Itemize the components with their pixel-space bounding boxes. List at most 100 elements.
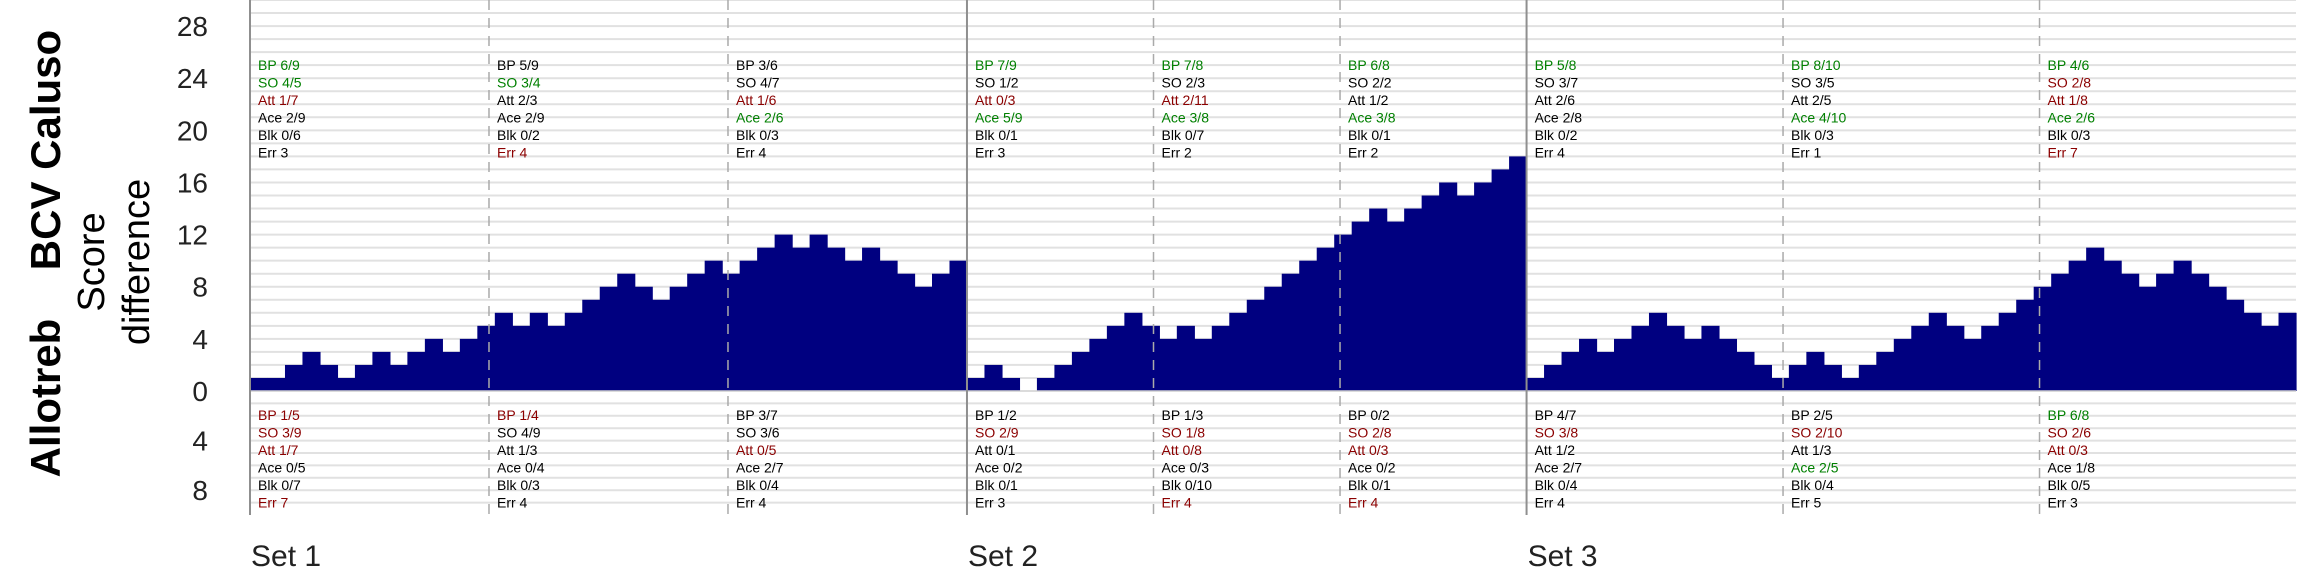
stat-line: SO 4/5 bbox=[258, 75, 302, 91]
score-bar bbox=[1246, 299, 1265, 391]
score-bar bbox=[687, 273, 706, 391]
set-labels: Set 1 Set 2 Set 3 bbox=[251, 540, 1598, 573]
stat-line: SO 4/9 bbox=[497, 425, 541, 441]
stat-line: BP 3/7 bbox=[736, 407, 778, 423]
stat-line: Ace 0/3 bbox=[1162, 460, 1210, 476]
score-bar bbox=[547, 325, 566, 391]
score-bar bbox=[337, 377, 356, 391]
score-bar bbox=[1928, 312, 1947, 391]
grid-lines bbox=[250, 0, 2296, 504]
score-bar bbox=[739, 260, 758, 391]
score-bar bbox=[1281, 273, 1300, 391]
score-bar bbox=[284, 364, 304, 391]
stat-line: Err 2 bbox=[1348, 145, 1379, 161]
stat-line: BP 1/3 bbox=[1162, 407, 1204, 423]
score-bar bbox=[1614, 338, 1633, 391]
score-bar bbox=[1701, 325, 1720, 391]
team-bottom-label: Allotreb bbox=[22, 319, 69, 478]
stat-line: Ace 2/7 bbox=[1535, 460, 1583, 476]
stat-line: BP 1/4 bbox=[497, 407, 539, 423]
stat-line: Ace 2/6 bbox=[736, 110, 784, 126]
score-bar bbox=[1386, 221, 1405, 391]
dividers bbox=[249, 0, 2296, 515]
stat-line: Err 7 bbox=[2048, 145, 2079, 161]
y-tick-label: 8 bbox=[192, 475, 208, 506]
score-bar bbox=[1001, 377, 1021, 391]
score-bar bbox=[2138, 286, 2157, 391]
stat-line: Blk 0/2 bbox=[1535, 127, 1578, 143]
stat-line: SO 1/8 bbox=[1162, 425, 1206, 441]
score-bar bbox=[1054, 364, 1073, 391]
stat-line: Blk 0/7 bbox=[1162, 127, 1205, 143]
score-bar bbox=[792, 247, 811, 391]
stat-line: BP 1/2 bbox=[975, 407, 1017, 423]
stat-line: SO 3/4 bbox=[497, 75, 541, 91]
stat-line: Att 2/5 bbox=[1791, 92, 1832, 108]
stat-line: Att 0/3 bbox=[975, 92, 1016, 108]
score-bar bbox=[1526, 377, 1545, 391]
score-bar bbox=[2243, 312, 2262, 391]
stat-line: BP 7/8 bbox=[1162, 57, 1204, 73]
score-bar bbox=[1404, 208, 1423, 391]
score-bar bbox=[1683, 338, 1703, 391]
stat-line: Ace 3/8 bbox=[1348, 110, 1396, 126]
score-bar bbox=[1718, 338, 1738, 391]
score-bar bbox=[1753, 364, 1772, 391]
stat-line: Att 2/11 bbox=[1162, 92, 1209, 108]
score-bar bbox=[844, 260, 863, 391]
stat-line: Att 0/3 bbox=[2048, 442, 2089, 458]
stat-line: SO 2/2 bbox=[1348, 75, 1392, 91]
score-bar bbox=[1194, 338, 1213, 391]
stat-line: Ace 5/9 bbox=[975, 110, 1023, 126]
team-top-label: BCV Caluso bbox=[22, 30, 69, 270]
stat-line: BP 7/9 bbox=[975, 57, 1017, 73]
score-bar bbox=[879, 260, 898, 391]
score-bar bbox=[267, 377, 286, 391]
score-bar bbox=[2191, 273, 2210, 391]
y-tick-label: 12 bbox=[177, 220, 208, 251]
score-bar bbox=[2086, 247, 2105, 391]
score-bar bbox=[477, 325, 496, 391]
score-bar bbox=[1911, 325, 1930, 391]
stat-line: BP 8/10 bbox=[1791, 57, 1841, 73]
stat-line: SO 2/3 bbox=[1162, 75, 1206, 91]
stat-line: SO 3/9 bbox=[258, 425, 302, 441]
stat-line: SO 3/5 bbox=[1791, 75, 1835, 91]
y-tick-label: 0 bbox=[192, 376, 208, 407]
score-bar bbox=[1998, 312, 2017, 391]
stat-line: Err 2 bbox=[1162, 145, 1193, 161]
stat-line: BP 6/8 bbox=[2048, 407, 2090, 423]
stat-line: Blk 0/3 bbox=[497, 477, 540, 493]
stat-line: Att 1/3 bbox=[1791, 442, 1832, 458]
score-bar bbox=[2103, 260, 2122, 391]
stat-line: Att 1/2 bbox=[1348, 92, 1389, 108]
stat-line: Blk 0/4 bbox=[1791, 477, 1834, 493]
score-bar bbox=[1963, 338, 1982, 391]
score-bar bbox=[407, 351, 426, 391]
stat-line: Err 7 bbox=[258, 495, 289, 511]
stat-line: BP 3/6 bbox=[736, 57, 778, 73]
stat-line: SO 1/2 bbox=[975, 75, 1019, 91]
score-bar bbox=[862, 247, 881, 391]
y-tick-label: 16 bbox=[177, 167, 208, 198]
score-bar bbox=[1806, 351, 1825, 391]
stat-line: Err 4 bbox=[1535, 495, 1566, 511]
score-bar bbox=[582, 299, 601, 391]
score-bar bbox=[1176, 325, 1195, 391]
score-bar bbox=[2033, 286, 2052, 391]
score-bar bbox=[1089, 338, 1108, 391]
stat-line: SO 2/9 bbox=[975, 425, 1019, 441]
score-bar bbox=[949, 260, 968, 391]
stat-line: Err 3 bbox=[258, 145, 289, 161]
score-bar bbox=[1648, 312, 1668, 391]
score-bar bbox=[634, 286, 653, 391]
stat-line: Ace 0/5 bbox=[258, 460, 306, 476]
stat-line: Ace 0/2 bbox=[1348, 460, 1396, 476]
